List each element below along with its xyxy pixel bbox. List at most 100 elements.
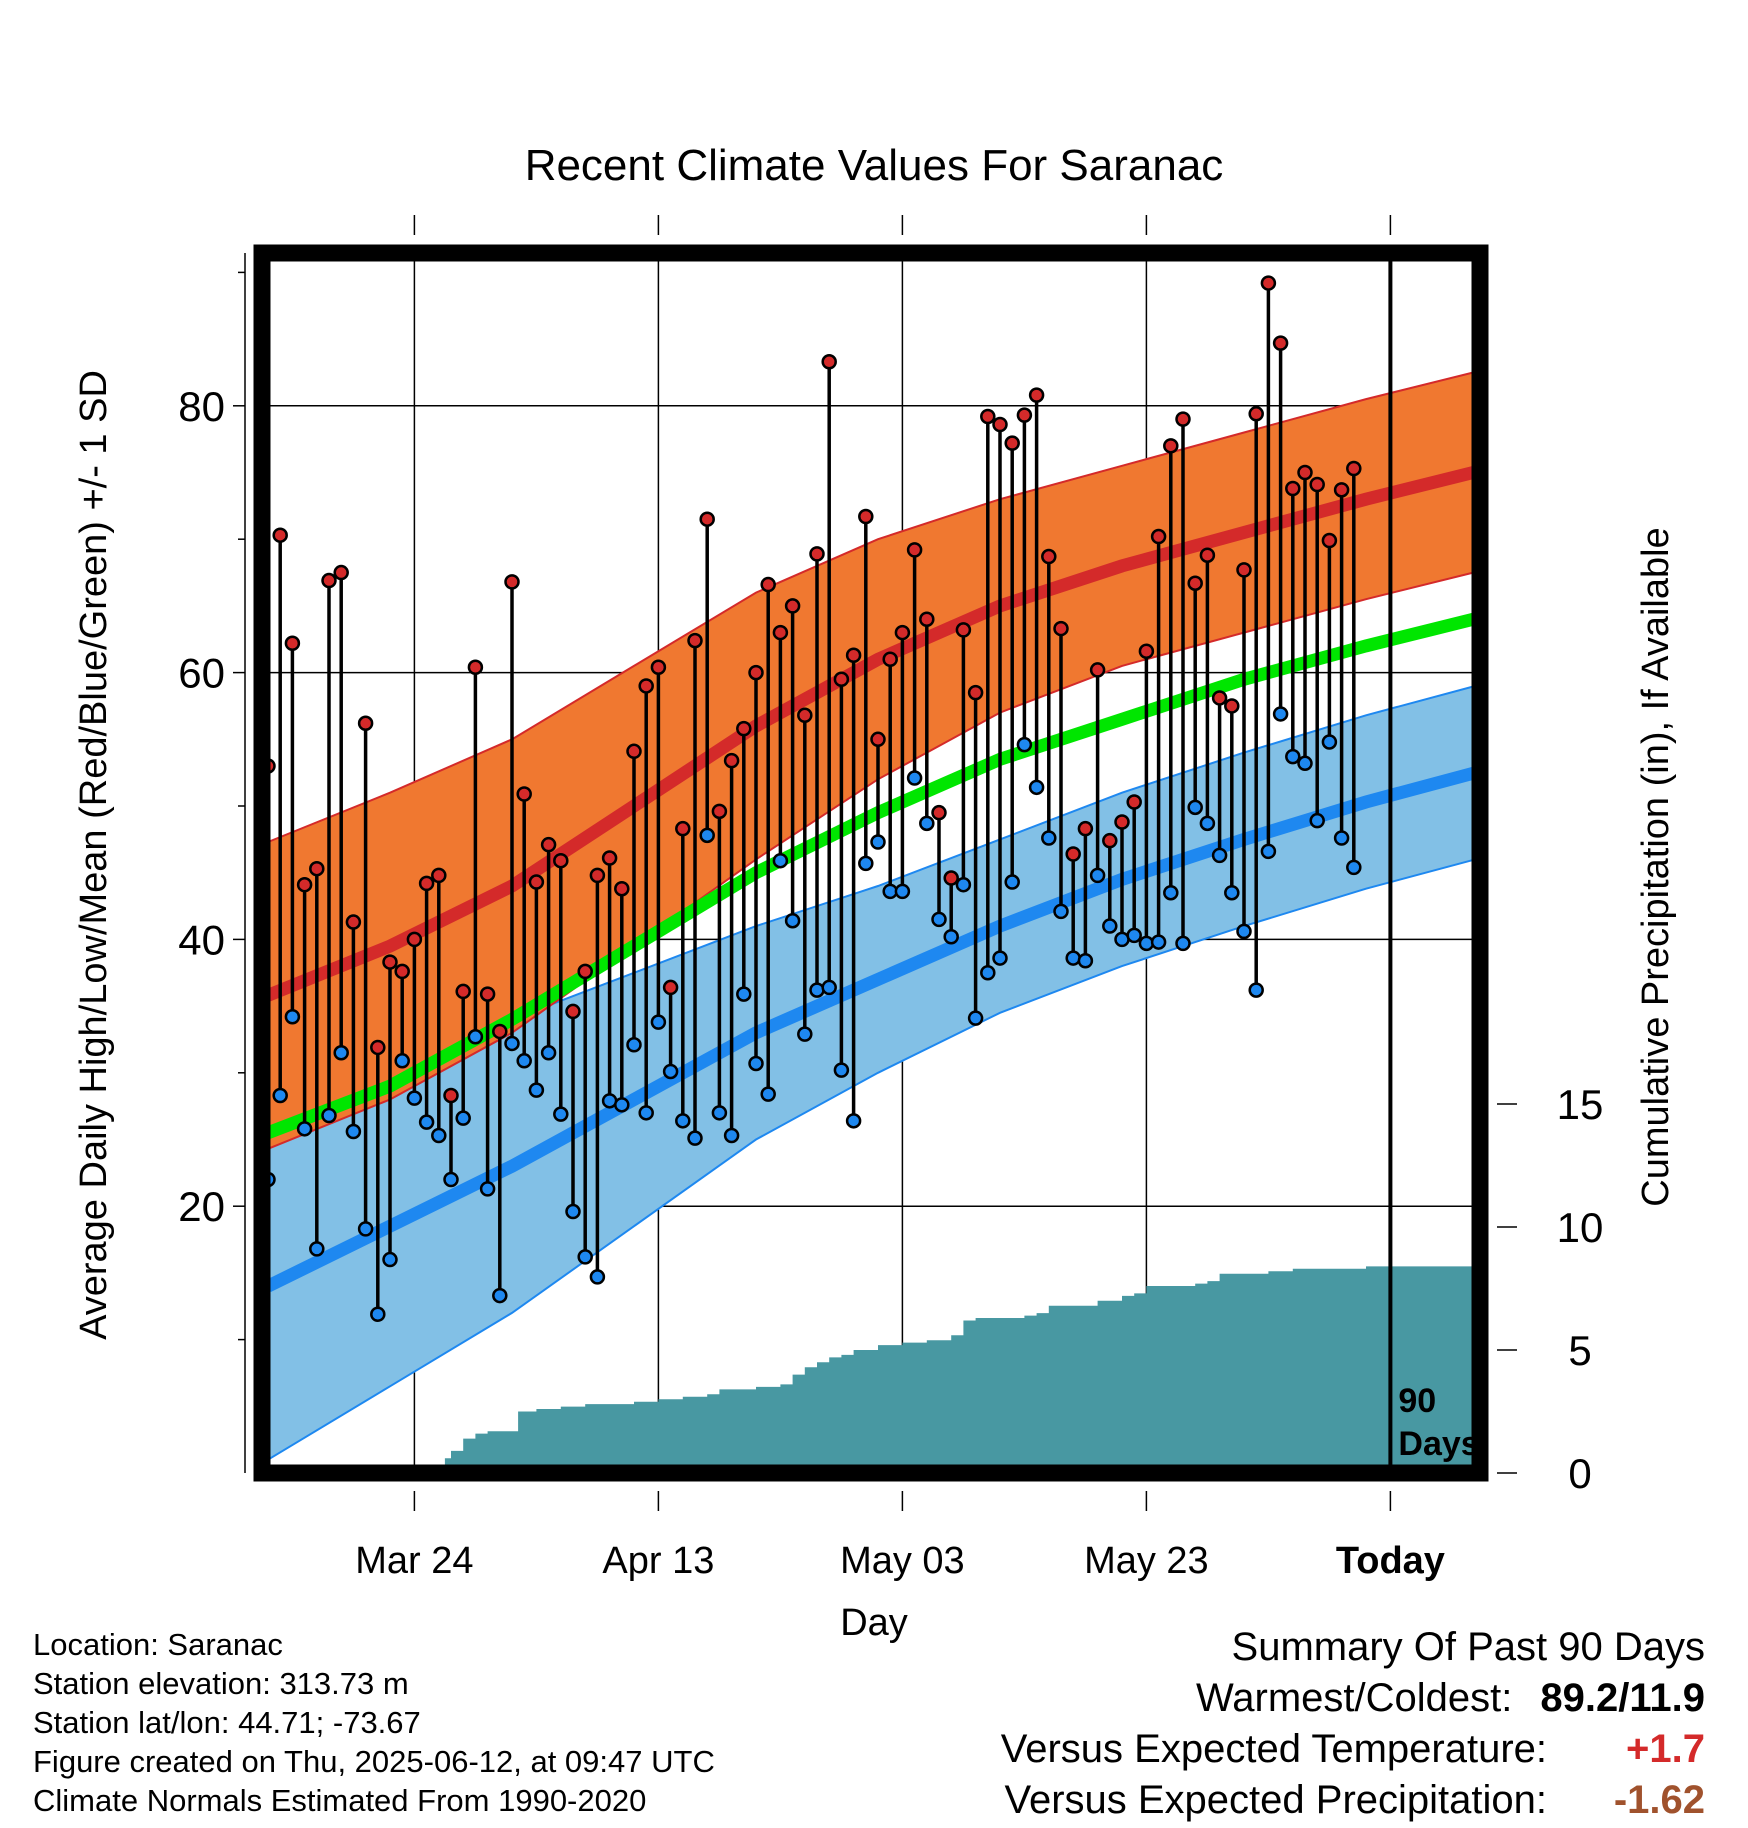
daily-high-point-2 (284, 635, 301, 652)
daily-high-point-28 (601, 850, 618, 866)
daily-high-point-36 (699, 511, 715, 527)
x-tick-label-2: May 03 (840, 1540, 965, 1582)
daily-high-point-56 (943, 870, 959, 886)
daily-low-point-62 (1016, 736, 1033, 753)
daily-high-point-33 (662, 979, 679, 996)
daily-low-point-29 (614, 1097, 630, 1113)
daily-low-point-21 (516, 1053, 532, 1069)
daily-high-point-32 (650, 659, 667, 676)
daily-high-point-70 (1114, 814, 1130, 830)
daily-high-point-39 (736, 720, 752, 737)
daily-low-point-30 (626, 1037, 642, 1053)
daily-low-point-1 (272, 1087, 288, 1104)
daily-low-point-71 (1126, 927, 1142, 944)
daily-high-point-48 (845, 647, 862, 664)
plot-interior (262, 253, 1480, 1473)
daily-high-point-79 (1224, 698, 1240, 714)
daily-high-point-9 (370, 1039, 386, 1056)
daily-high-point-54 (919, 611, 935, 627)
high-sd-upper-edge (267, 369, 1480, 843)
warmest-label: Warmest/Coldest: (1196, 1676, 1513, 1720)
daily-high-point-84 (1285, 480, 1301, 497)
low-sd-lower-edge (267, 857, 1480, 1461)
temp-label: Versus Expected Temperature: (1000, 1727, 1547, 1771)
daily-high-point-8 (357, 715, 374, 732)
daily-low-point-34 (675, 1113, 691, 1129)
daily-low-point-3 (296, 1121, 313, 1137)
daily-low-point-20 (504, 1035, 520, 1052)
daily-low-point-43 (784, 912, 801, 929)
daily-high-point-64 (1041, 548, 1057, 565)
daily-low-point-67 (1077, 952, 1094, 969)
daily-high-point-51 (882, 651, 898, 668)
daily-low-point-6 (333, 1045, 349, 1061)
precip-value: -1.62 (1613, 1778, 1705, 1822)
daily-high-point-30 (626, 743, 642, 760)
daily-high-point-60 (992, 416, 1008, 433)
daily-low-point-19 (492, 1287, 508, 1304)
daily-high-point-68 (1089, 662, 1106, 678)
chart-title: Recent Climate Values For Saranac (525, 141, 1224, 190)
daily-low-point-8 (357, 1221, 374, 1237)
elevation-text: Station elevation: 313.73 m (33, 1666, 409, 1701)
daily-low-point-23 (540, 1045, 557, 1061)
daily-low-point-17 (467, 1029, 484, 1045)
daily-low-point-41 (760, 1086, 776, 1102)
daily-high-point-22 (528, 874, 545, 890)
daily-low-point-35 (687, 1130, 703, 1146)
daily-high-point-75 (1175, 411, 1191, 427)
daily-high-point-43 (784, 598, 801, 614)
daily-low-point-15 (443, 1171, 459, 1188)
daily-low-point-83 (1272, 706, 1289, 722)
daily-low-point-26 (577, 1249, 593, 1265)
precip-label: Versus Expected Precipitation: (1004, 1778, 1547, 1822)
station-info: Location: Saranac Station elevation: 313… (33, 1625, 715, 1820)
daily-low-point-7 (345, 1123, 362, 1140)
daily-high-point-1 (272, 527, 288, 543)
daily-high-point-49 (858, 508, 874, 525)
daily-high-point-59 (980, 408, 996, 425)
y-right-tick-label-5: 5 (1568, 1327, 1591, 1374)
daily-low-point-89 (1346, 859, 1362, 876)
daily-low-point-47 (833, 1062, 850, 1078)
y-left-tick-label-20: 20 (178, 1183, 225, 1230)
daily-low-point-46 (821, 979, 837, 996)
y-right-tick-label-15: 15 (1557, 1081, 1604, 1128)
daily-high-point-85 (1297, 464, 1313, 481)
daily-high-point-55 (931, 804, 947, 821)
daily-low-point-56 (943, 928, 959, 945)
daily-low-point-25 (565, 1203, 581, 1220)
warmest-value: 89.2/11.9 (1540, 1676, 1705, 1720)
daily-high-point-23 (540, 836, 557, 853)
daily-high-point-86 (1309, 476, 1325, 493)
y-left-tick-label-40: 40 (178, 916, 225, 963)
daily-high-point-69 (1102, 832, 1118, 849)
daily-high-point-25 (565, 1003, 581, 1020)
daily-low-point-80 (1236, 923, 1252, 940)
low-sd-band (268, 684, 1480, 1460)
normal-high-line (265, 464, 1480, 1002)
x-axis-label: Day (840, 1602, 908, 1644)
daily-high-point-76 (1187, 575, 1203, 591)
summary-title: Summary Of Past 90 Days (1231, 1625, 1705, 1669)
daily-high-point-3 (296, 876, 313, 893)
daily-low-point-11 (394, 1053, 410, 1069)
daily-high-point-17 (467, 659, 484, 676)
daily-low-point-44 (797, 1026, 813, 1042)
daily-low-point-2 (284, 1009, 301, 1025)
daily-low-point-73 (1150, 934, 1167, 950)
daily-high-point-67 (1077, 820, 1094, 837)
daily-low-point-24 (553, 1106, 569, 1122)
daily-low-point-58 (967, 1010, 984, 1026)
x-tick-label-4: Today (1336, 1540, 1445, 1582)
daily-low-point-50 (870, 834, 886, 850)
daily-low-point-22 (528, 1082, 545, 1098)
daily-high-point-42 (772, 624, 789, 641)
daily-high-point-46 (821, 354, 837, 370)
normals-text: Climate Normals Estimated From 1990-2020 (33, 1783, 647, 1818)
daily-high-point-78 (1211, 690, 1228, 706)
daily-high-point-50 (870, 731, 886, 748)
daily-high-point-18 (479, 986, 496, 1002)
daily-high-point-20 (504, 574, 520, 590)
